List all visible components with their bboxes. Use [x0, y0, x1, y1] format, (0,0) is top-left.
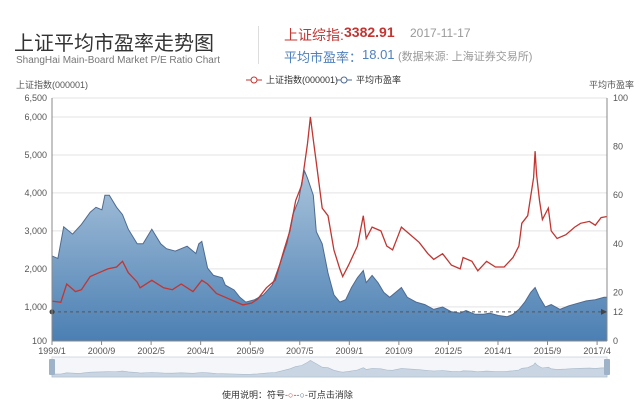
- index-series-line: [51, 116, 608, 306]
- left-tick-label: 5,000: [24, 150, 47, 160]
- x-tick-label: 2012/5: [435, 346, 463, 356]
- right-tick-label: 100: [613, 93, 628, 103]
- usage-note-prefix: 使用说明：符号: [222, 390, 286, 400]
- right-tick-label: 20: [613, 287, 623, 297]
- left-axis-title: 上证指数(000001): [16, 79, 88, 90]
- left-tick-label: 2,000: [24, 264, 47, 274]
- x-tick-label: 2014/1: [484, 346, 512, 356]
- right-axis-title: 平均市盈率: [589, 79, 634, 90]
- zoom-handle-right[interactable]: [604, 359, 610, 375]
- legend-index-marker: [250, 76, 258, 84]
- x-tick-label: 2015/9: [534, 346, 562, 356]
- x-tick-label: 2009/1: [336, 346, 364, 356]
- right-tick-label: 60: [613, 190, 623, 200]
- pe-series-area: [52, 170, 607, 341]
- x-tick-label: 2004/1: [187, 346, 215, 356]
- zoom-slider-preview: [51, 360, 608, 378]
- header-divider: [258, 26, 259, 64]
- chart-title: 上证平均市盈率走势图: [14, 33, 214, 55]
- pe-label: 平均市盈率：: [284, 50, 363, 65]
- pe-value: 18.01: [362, 47, 395, 62]
- usage-note-suffix: 可点击消除: [307, 390, 353, 400]
- zoom-handle-left[interactable]: [49, 359, 55, 375]
- x-tick-label: 2007/5: [286, 346, 314, 356]
- legend-pe-marker: [340, 76, 348, 84]
- legend-index-label: 上证指数(000001): [266, 74, 338, 85]
- pe-symbol: -○-: [296, 390, 308, 400]
- index-date: 2017-11-17: [410, 26, 471, 40]
- left-tick-label: 4,000: [24, 188, 47, 198]
- right-tick-label: 12: [613, 307, 623, 317]
- reference-line-arrow: [601, 308, 607, 315]
- index-label: 上证综指:: [284, 27, 344, 43]
- x-tick-label: 2005/9: [236, 346, 264, 356]
- left-tick-label: 3,000: [24, 226, 47, 236]
- legend-pe-label: 平均市盈率: [356, 74, 401, 85]
- chart-subtitle: ShangHai Main-Board Market P/E Ratio Cha…: [16, 55, 220, 66]
- left-tick-label: 6,500: [24, 93, 47, 103]
- left-tick-label: 1,000: [24, 302, 47, 312]
- left-tick-label: 100: [32, 336, 47, 346]
- left-tick-label: 6,000: [24, 112, 47, 122]
- pe-series-line: [51, 169, 608, 318]
- data-source: (数据来源: 上海证券交易所): [398, 51, 533, 63]
- right-tick-label: 0: [613, 336, 618, 346]
- right-tick-label: 80: [613, 142, 623, 152]
- x-tick-label: 2000/9: [88, 346, 116, 356]
- x-tick-label: 2017/4: [583, 346, 611, 356]
- x-tick-label: 1999/1: [38, 346, 66, 356]
- index-symbol: -○-: [285, 390, 297, 400]
- right-tick-label: 40: [613, 239, 623, 249]
- x-tick-label: 2010/9: [385, 346, 413, 356]
- index-value: 3382.91: [344, 24, 395, 40]
- x-tick-label: 2002/5: [137, 346, 165, 356]
- usage-note: 使用说明：符号-○--○-可点击消除: [222, 388, 353, 401]
